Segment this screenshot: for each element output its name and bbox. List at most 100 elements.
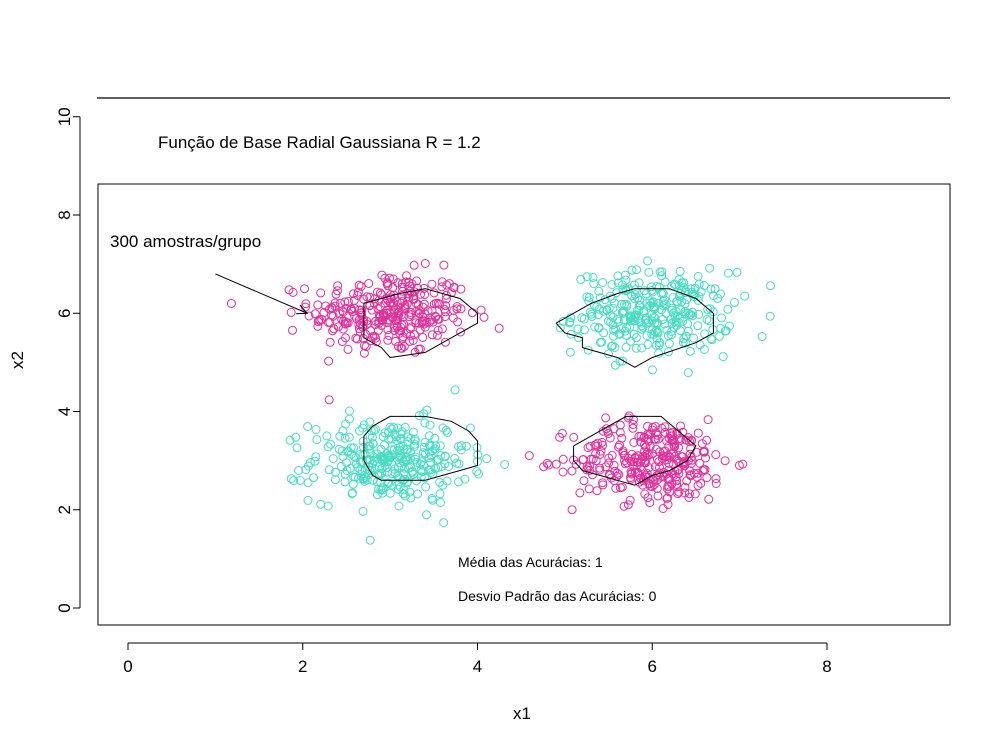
data-point bbox=[585, 441, 595, 451]
data-point bbox=[388, 274, 398, 284]
data-point bbox=[730, 297, 739, 307]
data-point bbox=[433, 325, 443, 335]
data-point bbox=[380, 461, 390, 471]
data-point bbox=[699, 446, 709, 456]
data-point bbox=[590, 322, 600, 332]
data-point bbox=[634, 477, 644, 487]
data-point bbox=[410, 347, 420, 357]
data-point bbox=[617, 299, 627, 309]
data-point bbox=[738, 459, 748, 469]
data-point bbox=[437, 282, 447, 292]
data-point bbox=[655, 267, 665, 277]
data-point bbox=[555, 432, 565, 442]
data-point bbox=[340, 297, 350, 307]
data-point bbox=[300, 284, 309, 294]
data-point bbox=[415, 325, 425, 335]
data-point bbox=[338, 451, 348, 461]
data-point bbox=[609, 331, 618, 341]
data-point bbox=[327, 303, 337, 313]
data-point bbox=[420, 290, 430, 299]
data-point bbox=[687, 287, 697, 297]
data-point bbox=[408, 470, 418, 479]
data-point bbox=[699, 345, 709, 354]
data-point bbox=[411, 298, 421, 308]
data-point bbox=[372, 490, 382, 500]
data-point bbox=[465, 423, 475, 433]
data-point bbox=[658, 296, 668, 306]
data-point bbox=[375, 302, 385, 312]
data-point bbox=[584, 484, 594, 494]
data-point bbox=[660, 422, 670, 432]
data-point bbox=[757, 332, 767, 342]
data-point bbox=[542, 458, 552, 468]
decision-contour bbox=[363, 415, 478, 481]
data-point bbox=[630, 467, 640, 477]
data-point bbox=[647, 309, 657, 319]
data-point bbox=[340, 319, 350, 329]
data-point bbox=[433, 314, 443, 324]
data-point bbox=[437, 324, 447, 334]
data-point bbox=[425, 440, 434, 450]
data-point bbox=[344, 406, 354, 416]
data-point bbox=[370, 294, 380, 304]
data-point bbox=[395, 328, 405, 338]
data-point bbox=[391, 336, 400, 346]
data-point bbox=[664, 458, 674, 468]
data-point bbox=[396, 343, 406, 353]
data-point bbox=[286, 474, 296, 484]
annotation-arrow-head bbox=[296, 304, 309, 315]
data-point bbox=[687, 307, 697, 317]
data-point bbox=[349, 443, 359, 453]
data-point bbox=[604, 304, 614, 314]
data-point bbox=[633, 293, 643, 303]
data-point bbox=[359, 340, 369, 350]
data-point bbox=[566, 313, 576, 323]
data-point bbox=[682, 295, 692, 305]
data-point bbox=[431, 298, 441, 308]
data-point bbox=[672, 321, 682, 330]
data-point bbox=[301, 465, 311, 475]
data-point bbox=[620, 326, 630, 336]
data-point bbox=[723, 268, 733, 278]
data-point bbox=[654, 282, 664, 292]
data-point bbox=[589, 279, 599, 289]
data-point bbox=[605, 433, 615, 443]
data-point bbox=[636, 437, 646, 447]
data-point bbox=[720, 456, 730, 466]
data-point bbox=[311, 452, 321, 462]
data-point bbox=[696, 479, 706, 488]
data-point bbox=[365, 417, 375, 427]
data-point bbox=[634, 278, 644, 288]
data-point bbox=[703, 304, 713, 314]
data-point bbox=[683, 368, 693, 378]
data-point bbox=[642, 448, 652, 457]
data-point bbox=[286, 307, 296, 317]
data-point bbox=[653, 318, 663, 328]
data-point bbox=[551, 459, 561, 469]
data-point bbox=[371, 337, 381, 347]
data-point bbox=[717, 313, 726, 323]
chart-title: Função de Base Radial Gaussiana R = 1.2 bbox=[158, 133, 481, 152]
data-point bbox=[643, 493, 653, 503]
data-point bbox=[326, 439, 336, 449]
data-point bbox=[304, 311, 314, 321]
data-point bbox=[395, 458, 405, 468]
data-point bbox=[680, 307, 690, 317]
data-point bbox=[441, 425, 451, 435]
data-point bbox=[645, 441, 655, 451]
data-point bbox=[450, 453, 460, 463]
data-point bbox=[374, 469, 384, 479]
data-point bbox=[685, 346, 695, 356]
data-point bbox=[685, 466, 695, 476]
data-point bbox=[627, 468, 637, 478]
data-point bbox=[610, 360, 620, 370]
data-point bbox=[648, 422, 658, 432]
data-point bbox=[427, 493, 437, 503]
data-point bbox=[579, 476, 589, 486]
data-point bbox=[393, 313, 402, 323]
data-point bbox=[645, 498, 655, 508]
data-point bbox=[423, 306, 433, 316]
data-point bbox=[611, 483, 621, 493]
data-point bbox=[364, 279, 374, 288]
data-point bbox=[403, 432, 412, 442]
